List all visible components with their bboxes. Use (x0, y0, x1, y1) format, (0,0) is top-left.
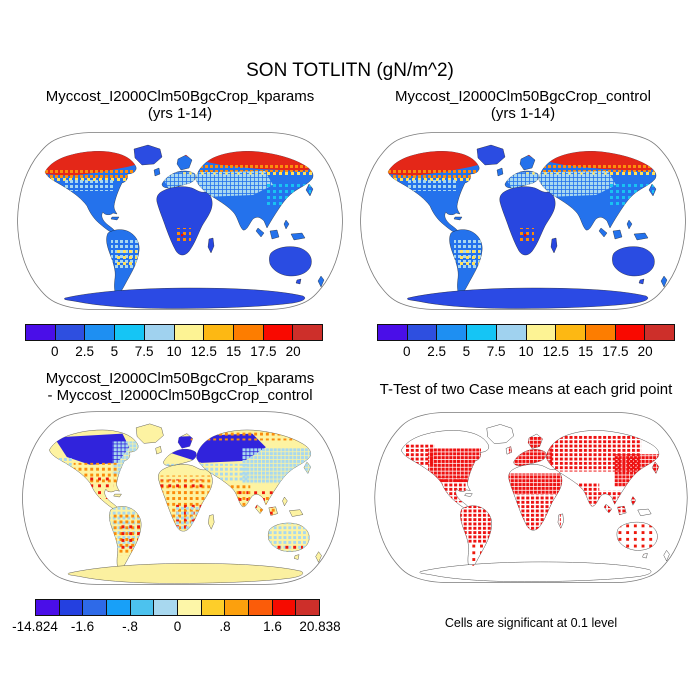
colorbar-tick-label: 12.5 (190, 344, 217, 359)
colorbar-segment (406, 325, 437, 340)
colorbar-segment (143, 325, 174, 340)
panel-title-control-line1: Myccost_I2000Clm50BgcCrop_control (395, 88, 651, 105)
colorbar-segment (271, 600, 296, 615)
panel-title-kparams: Myccost_I2000Clm50BgcCrop_kparams (yrs 1… (15, 88, 345, 122)
panel-title-kparams-line1: Myccost_I2000Clm50BgcCrop_kparams (45, 88, 315, 105)
colorbar-tick-label: 2.5 (75, 344, 94, 359)
colorbar-tick-label: -.8 (122, 619, 138, 634)
colorbar-segment (106, 600, 130, 615)
colorbar-mean-right: 0 2.5 5 7.5 10 12.5 15 17.5 20 (377, 324, 675, 360)
colorbar-tick-label: 15 (578, 344, 594, 359)
colorbar-segment (466, 325, 496, 340)
colorbar-segment (153, 600, 178, 615)
map-ttest (372, 410, 690, 585)
colorbar-tick-label: 20.838 (299, 619, 341, 634)
colorbar-tick-label: 7.5 (486, 344, 506, 359)
colorbar-tick-label: .8 (219, 619, 231, 634)
map-control (358, 130, 688, 312)
colorbar-segment (262, 325, 293, 340)
colorbar-segment (203, 325, 233, 340)
colorbar-segment (495, 325, 526, 340)
colorbar-tick-label: 17.5 (250, 344, 277, 359)
colorbar-segment (295, 600, 320, 615)
colorbar-ticks: 0 2.5 5 7.5 10 12.5 15 17.5 20 (377, 344, 675, 360)
colorbar-segment (224, 600, 249, 615)
colorbar-segment (292, 325, 323, 340)
ttest-caption: Cells are significant at 0.1 level (444, 616, 618, 630)
colorbar-segment (54, 325, 85, 340)
colorbar-tick-label: 7.5 (134, 344, 154, 359)
colorbar-tick-label: 0 (51, 344, 59, 359)
panel-title-control: Myccost_I2000Clm50BgcCrop_control (yrs 1… (356, 88, 690, 122)
colorbar-bar (25, 324, 323, 341)
colorbar-segment (248, 600, 272, 615)
panel-title-difference-line2: - Myccost_I2000Clm50BgcCrop_control (47, 387, 313, 404)
colorbar-segment (173, 325, 204, 340)
map-difference (20, 409, 342, 587)
colorbar-segment (58, 600, 83, 615)
colorbar-tick-label: -1.6 (70, 619, 95, 634)
colorbar-segment (644, 325, 675, 340)
panel-title-ttest-line1: T-Test of two Case means at each grid po… (379, 381, 673, 398)
colorbar-segment (378, 325, 407, 340)
colorbar-segment (555, 325, 585, 340)
colorbar-tick-label: 20 (285, 344, 301, 359)
colorbar-tick-label: 10 (518, 344, 534, 359)
colorbar-segment (525, 325, 556, 340)
figure-title: SON TOTLITN (gN/m^2) (246, 60, 454, 81)
map-kparams (15, 130, 345, 312)
colorbar-segment (614, 325, 645, 340)
panel-title-difference: Myccost_I2000Clm50BgcCrop_kparams - Mycc… (15, 370, 345, 404)
colorbar-tick-label: 0 (173, 619, 182, 634)
panel-title-control-line2: (yrs 1-14) (490, 105, 556, 122)
panel-title-difference-line1: Myccost_I2000Clm50BgcCrop_kparams (45, 370, 315, 387)
colorbar-segment (114, 325, 144, 340)
colorbar-diff: -14.824 -1.6 -.8 0 .8 1.6 20.838 (12, 599, 341, 635)
colorbar-tick-label: 5 (462, 344, 471, 359)
colorbar-segment (26, 325, 55, 340)
colorbar-tick-label: 2.5 (427, 344, 446, 359)
colorbar-tick-label: 15 (226, 344, 242, 359)
colorbar-ticks: 0 2.5 5 7.5 10 12.5 15 17.5 20 (25, 344, 323, 360)
colorbar-tick-label: 10 (166, 344, 182, 359)
colorbar-segment (129, 600, 154, 615)
colorbar-mean-left: 0 2.5 5 7.5 10 12.5 15 17.5 20 (25, 324, 323, 360)
colorbar-tick-label: -14.824 (12, 619, 58, 634)
colorbar-segment (84, 325, 115, 340)
colorbar-bar (35, 599, 320, 616)
panel-title-kparams-line2: (yrs 1-14) (147, 105, 213, 122)
panel-title-ttest: T-Test of two Case means at each grid po… (356, 381, 696, 398)
colorbar-segment (584, 325, 615, 340)
colorbar-tick-label: 12.5 (542, 344, 569, 359)
colorbar-segment (36, 600, 59, 615)
colorbar-bar (377, 324, 675, 341)
colorbar-segment (82, 600, 107, 615)
colorbar-tick-label: 17.5 (602, 344, 629, 359)
colorbar-segment (436, 325, 467, 340)
colorbar-segment (177, 600, 201, 615)
colorbar-segment (200, 600, 225, 615)
colorbar-tick-label: 1.6 (263, 619, 282, 634)
colorbar-ticks: -14.824 -1.6 -.8 0 .8 1.6 20.838 (12, 619, 341, 635)
colorbar-tick-label: 5 (110, 344, 119, 359)
colorbar-tick-label: 20 (637, 344, 653, 359)
colorbar-tick-label: 0 (403, 344, 411, 359)
colorbar-segment (232, 325, 263, 340)
